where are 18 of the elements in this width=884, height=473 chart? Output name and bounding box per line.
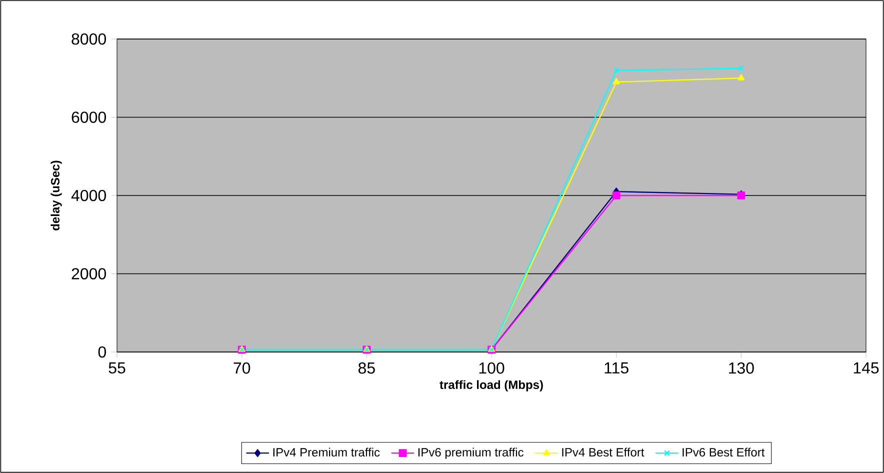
y-tick-label: 2000 xyxy=(72,268,106,280)
x-tick-label: 130 xyxy=(729,362,754,374)
x-tick-label: 55 xyxy=(108,362,126,374)
x-axis-title: traffic load (Mbps) xyxy=(440,380,543,392)
y-tick-label: 4000 xyxy=(71,190,106,202)
x-tick-label: 85 xyxy=(358,362,375,374)
x-tick-label: 145 xyxy=(854,362,879,374)
x-tick-label: 100 xyxy=(479,362,504,374)
y-tick-label: 0 xyxy=(98,346,106,358)
legend-label: IPv6 premium traffic xyxy=(418,448,524,459)
legend-label: IPv4 Best Effort xyxy=(562,448,644,457)
x-tick-label: 115 xyxy=(604,362,628,374)
x-tick-label: 70 xyxy=(234,362,250,374)
y-tick-label: 6000 xyxy=(72,112,106,123)
y-axis-title: delay (uSec) xyxy=(50,160,62,230)
y-tick-label: 8000 xyxy=(72,33,106,45)
legend-label: IPv4 Premium traffic xyxy=(273,448,380,457)
legend-label: IPv6 Best Effort xyxy=(682,448,765,457)
